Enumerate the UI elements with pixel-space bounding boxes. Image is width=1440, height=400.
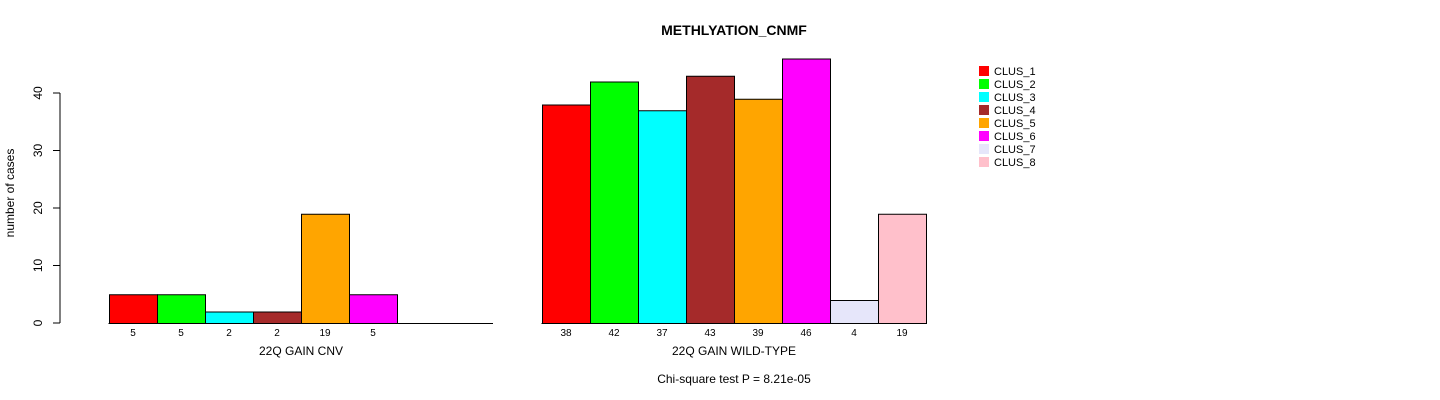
legend-swatch [979, 131, 989, 141]
bar-clus-3 [205, 311, 254, 324]
bar-clus-4 [253, 311, 302, 324]
bar-clus-7 [830, 300, 879, 324]
bar-clus-5 [734, 98, 783, 324]
bar-count-label: 2 [274, 328, 280, 339]
group-label: 22Q GAIN WILD-TYPE [672, 344, 796, 358]
bar-count-label: 5 [130, 328, 136, 339]
bar-clus-5 [301, 213, 350, 324]
group-label: 22Q GAIN CNV [259, 344, 343, 358]
legend-label: CLUS_2 [994, 79, 1036, 91]
bar-count-label: 2 [226, 328, 232, 339]
bar-clus-1 [542, 104, 591, 324]
legend-swatch [979, 105, 989, 115]
bar-clus-4 [686, 75, 735, 324]
bar-count-label: 38 [560, 328, 572, 339]
group-labels: 22Q GAIN CNV 22Q GAIN WILD-TYPE [259, 344, 796, 358]
legend-swatch [979, 66, 989, 76]
bar-clus-3 [638, 110, 687, 324]
legend-swatch [979, 144, 989, 154]
bar-count-label: 43 [704, 328, 716, 339]
legend-swatch [979, 92, 989, 102]
legend-swatch [979, 157, 989, 167]
chi-square-footer: Chi-square test P = 8.21e-05 [657, 372, 811, 386]
y-axis: 0 10 20 30 40 [31, 86, 61, 326]
legend-label: CLUS_6 [994, 131, 1036, 143]
legend-label: CLUS_7 [994, 144, 1036, 156]
y-tick-label: 40 [31, 86, 45, 100]
legend-label: CLUS_3 [994, 92, 1036, 104]
legend-swatch [979, 79, 989, 89]
bar-clus-6 [782, 58, 831, 324]
bar-count-label: 5 [178, 328, 184, 339]
bar-count-label: 37 [656, 328, 668, 339]
count-labels: 5 5 2 2 19 5 38 42 37 43 39 46 4 19 [130, 328, 908, 339]
y-axis-label: number of cases [3, 149, 17, 238]
bar-count-label: 46 [800, 328, 812, 339]
chart-title: METHLYATION_CNMF [661, 22, 807, 38]
bar-count-label: 19 [896, 328, 908, 339]
legend: CLUS_1CLUS_2CLUS_3CLUS_4CLUS_5CLUS_6CLUS… [979, 66, 1036, 169]
bar-count-label: 5 [370, 328, 376, 339]
bar-clus-8 [878, 213, 927, 324]
bar-count-label: 4 [851, 328, 857, 339]
legend-label: CLUS_5 [994, 118, 1036, 130]
bar-count-label: 19 [319, 328, 331, 339]
legend-label: CLUS_4 [994, 105, 1036, 117]
y-tick-label: 10 [31, 259, 45, 273]
bar-clus-2 [157, 294, 206, 324]
y-tick-label: 0 [31, 319, 45, 326]
legend-swatch [979, 118, 989, 128]
bars [108, 58, 927, 324]
bar-count-label: 39 [752, 328, 764, 339]
bar-clus-2 [590, 81, 639, 324]
legend-label: CLUS_8 [994, 157, 1036, 169]
y-tick-label: 20 [31, 201, 45, 215]
legend-label: CLUS_1 [994, 66, 1036, 78]
bar-count-label: 42 [608, 328, 620, 339]
bar-clus-6 [349, 294, 398, 324]
bar-clus-1 [109, 294, 158, 324]
y-tick-label: 30 [31, 144, 45, 158]
